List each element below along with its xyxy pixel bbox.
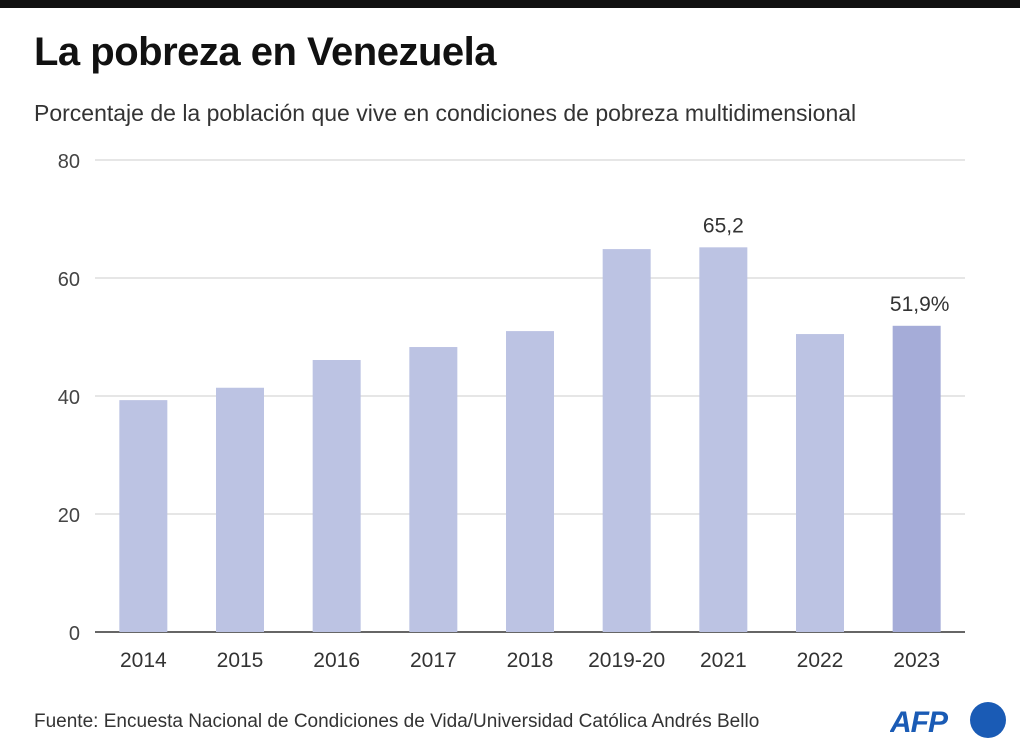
x-tick-label: 2022 [797, 649, 844, 672]
bar-2021 [699, 247, 748, 632]
y-tick-label: 80 [58, 151, 80, 173]
bar-2014 [119, 400, 168, 632]
bar-2019-20 [602, 249, 651, 632]
bar-2022 [796, 334, 844, 632]
bar-2023 [892, 325, 941, 632]
x-tick-label: 2023 [893, 649, 940, 672]
x-tick-label: 2021 [700, 649, 747, 672]
data-label-2023: 51,9% [890, 293, 950, 316]
svg-text:AFP: AFP [890, 706, 949, 739]
x-tick-label: 2014 [120, 649, 167, 672]
y-tick-label: 20 [58, 505, 80, 527]
x-tick-label: 2019-20 [588, 649, 665, 672]
bar-2017 [409, 347, 458, 632]
x-tick-label: 2017 [410, 649, 457, 672]
x-tick-label: 2018 [507, 649, 554, 672]
bar-2018 [506, 331, 554, 632]
chart-title: La pobreza en Venezuela [34, 30, 497, 74]
afp-logo: AFP [890, 702, 1006, 739]
top-bar [0, 0, 1020, 8]
x-tick-label: 2015 [217, 649, 264, 672]
chart-subtitle: Porcentaje de la población que vive en c… [34, 100, 857, 126]
y-tick-label: 0 [69, 623, 80, 645]
data-label-2021: 65,2 [703, 214, 744, 237]
bar-2015 [216, 387, 264, 632]
bar-2016 [312, 360, 361, 632]
y-tick-label: 60 [58, 269, 80, 291]
y-tick-label: 40 [58, 387, 80, 409]
source-note: Fuente: Encuesta Nacional de Condiciones… [34, 711, 760, 732]
bar-chart: 0 20 40 60 80 2014 2015 2016 2017 2018 2019-20 2021… [58, 151, 965, 672]
x-tick-label: 2016 [313, 649, 360, 672]
